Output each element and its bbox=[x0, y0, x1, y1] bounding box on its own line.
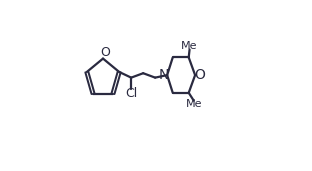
Text: Cl: Cl bbox=[125, 87, 137, 100]
Text: Me: Me bbox=[186, 99, 202, 109]
Text: O: O bbox=[100, 46, 110, 59]
Text: O: O bbox=[194, 68, 205, 82]
Text: N: N bbox=[158, 68, 168, 82]
Text: Me: Me bbox=[181, 41, 198, 51]
